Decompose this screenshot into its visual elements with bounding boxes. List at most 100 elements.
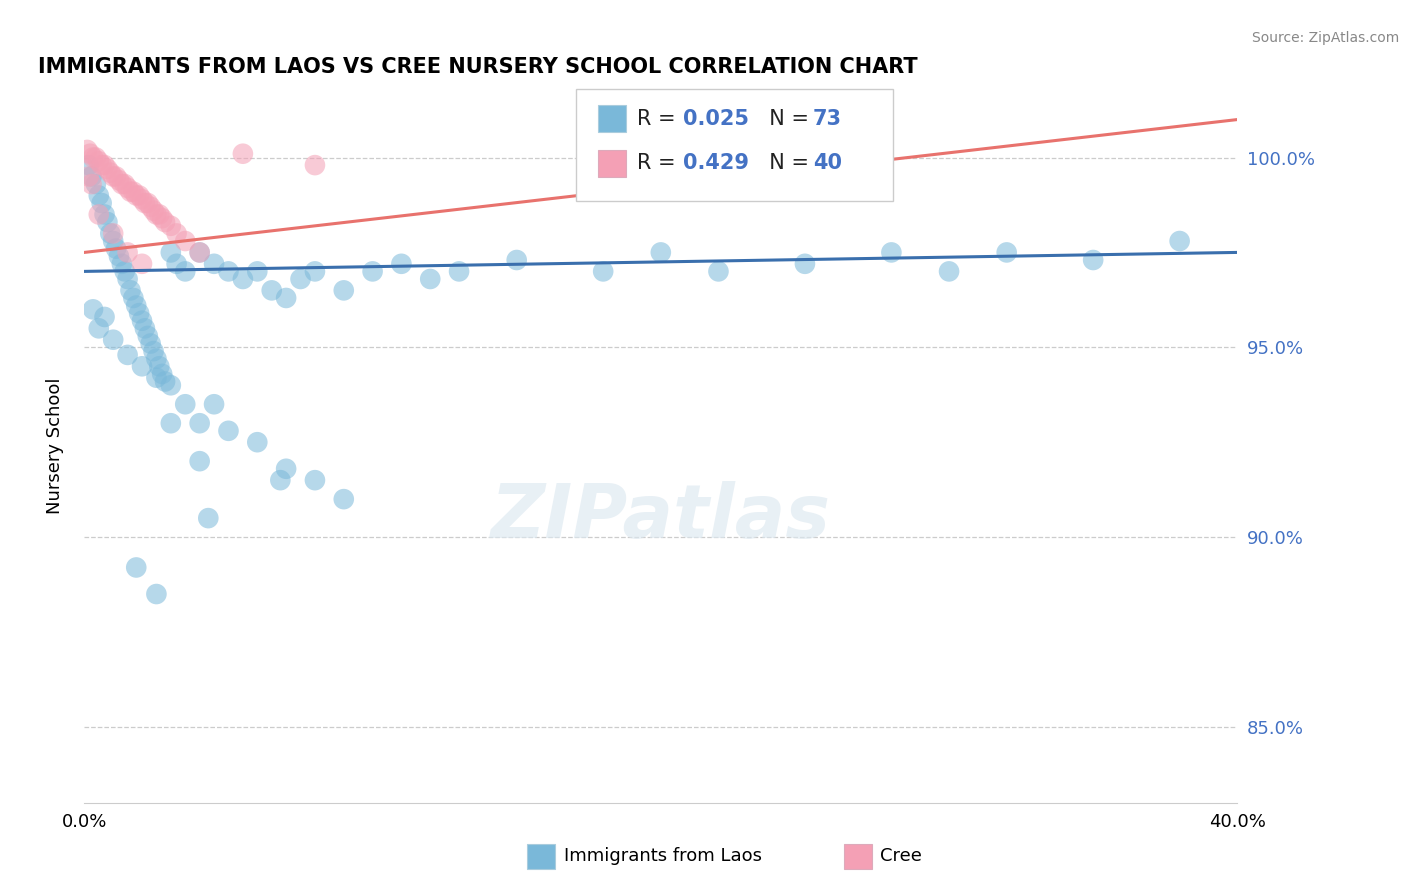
Point [87,321,110,335]
Point [1168,234,1191,248]
Point [96,161,118,176]
Point [1083,252,1105,267]
Point [139,336,162,351]
Point [93,207,115,221]
Point [103,169,124,184]
Point [160,219,183,233]
Point [77,158,100,172]
Point [174,397,197,411]
Point [166,257,188,271]
Point [995,245,1018,260]
Point [160,416,183,430]
Point [117,272,139,286]
Point [98,166,121,180]
Text: R =: R = [637,153,682,173]
Point [136,196,159,211]
Point [449,264,471,278]
Point [794,257,817,271]
Point [128,306,150,320]
Text: N =: N = [756,109,815,128]
Text: 0.025: 0.025 [683,109,749,128]
Point [290,272,312,286]
Point [103,333,124,347]
Point [174,234,197,248]
Point [111,257,134,271]
Point [391,257,413,271]
Point [160,245,183,260]
Point [128,188,150,202]
Point [136,329,159,343]
Point [87,207,110,221]
Point [232,146,254,161]
Point [880,245,903,260]
Point [145,370,167,384]
Point [276,291,298,305]
Point [153,375,176,389]
Point [269,473,291,487]
Text: IMMIGRANTS FROM LAOS VS CREE NURSERY SCHOOL CORRELATION CHART: IMMIGRANTS FROM LAOS VS CREE NURSERY SCH… [38,56,918,77]
Point [148,359,170,374]
Point [246,435,269,450]
Point [117,245,139,260]
Point [80,169,103,184]
Point [145,587,167,601]
Point [105,242,128,256]
Point [202,257,225,271]
Point [134,196,156,211]
Point [188,454,211,468]
Point [142,203,165,218]
Point [188,245,211,260]
Point [84,151,107,165]
Point [188,416,211,430]
Point [304,473,326,487]
Point [174,264,197,278]
Point [160,378,183,392]
Point [114,264,136,278]
Point [166,227,188,241]
Point [197,511,219,525]
Point [153,215,176,229]
Point [90,158,112,172]
Point [103,234,124,248]
Text: Immigrants from Laos: Immigrants from Laos [564,847,762,865]
Point [98,227,121,241]
Point [131,359,153,374]
Point [188,245,211,260]
Point [111,177,134,191]
Point [84,177,107,191]
Text: 73: 73 [813,109,842,128]
Point [120,185,142,199]
Text: 40: 40 [813,153,842,173]
Text: 0.429: 0.429 [683,153,749,173]
Point [82,151,104,165]
Point [96,215,118,229]
Point [82,302,104,317]
Point [260,284,283,298]
Point [232,272,254,286]
Point [120,284,142,298]
Point [148,207,170,221]
Point [218,424,240,438]
Point [108,249,131,263]
Point [333,492,356,507]
Point [134,321,156,335]
Point [246,264,269,278]
Point [650,245,672,260]
Point [87,154,110,169]
Point [125,188,148,202]
Point [122,185,145,199]
Point [79,146,101,161]
Point [76,143,98,157]
Point [202,397,225,411]
Point [131,192,153,206]
Point [131,314,153,328]
Point [125,560,148,574]
Point [131,257,153,271]
Point [139,200,162,214]
Point [592,264,614,278]
Point [108,173,131,187]
Point [145,207,167,221]
Point [276,462,298,476]
Point [506,252,529,267]
Point [93,310,115,324]
